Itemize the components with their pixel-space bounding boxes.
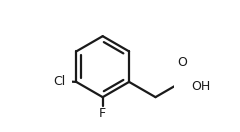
Text: OH: OH — [191, 81, 210, 93]
Text: O: O — [177, 56, 187, 69]
Text: F: F — [99, 107, 106, 120]
Text: Cl: Cl — [53, 75, 66, 88]
